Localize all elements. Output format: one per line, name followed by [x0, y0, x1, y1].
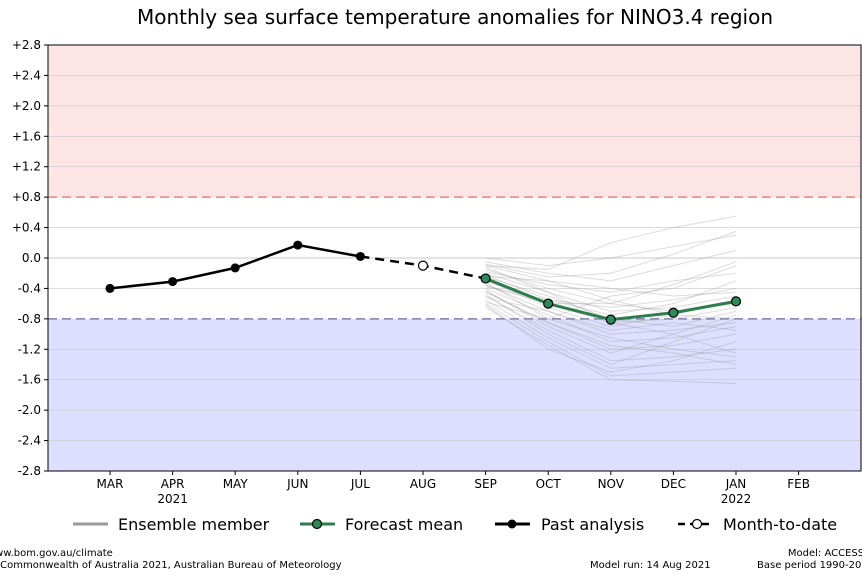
ensemble-member-line [485, 284, 737, 335]
ensemble-member-line [485, 265, 737, 320]
y-tick-label: -2.0 [18, 403, 41, 417]
series-lines [109, 243, 737, 322]
ensemble-member-line [485, 215, 737, 270]
gridlines [48, 44, 861, 472]
ensemble-member-line [485, 265, 737, 320]
ensemble-member-line [485, 261, 737, 305]
ensemble-member-line [485, 275, 737, 297]
past-analysis-point [355, 251, 365, 261]
legend-mtd-marker [691, 518, 703, 530]
ensemble-member-line [485, 297, 737, 331]
x-tick-label: FEB [787, 477, 810, 491]
ensemble-member-line [485, 281, 737, 358]
y-tick-label: +2.0 [12, 99, 41, 113]
x-tick-label: JUL [350, 477, 370, 491]
ensemble-member-line [485, 234, 737, 267]
x-tick-label: APR [161, 477, 185, 491]
ensemble-member-line [485, 299, 737, 369]
x-tick-label: MAY [223, 477, 249, 491]
legend-forecast-label: Forecast mean [345, 515, 463, 534]
ensemble-member-line [485, 289, 737, 354]
legend: Ensemble member Forecast mean Past analy… [73, 515, 837, 534]
ensemble-member-line [485, 274, 737, 308]
ensemble-member-line [485, 304, 737, 373]
y-tick-label: +0.4 [12, 221, 41, 235]
legend-past-marker [507, 519, 517, 529]
past-analysis-point [105, 283, 115, 293]
footer-url: www.bom.gov.au/climate [0, 548, 113, 559]
ensemble-member-line [485, 249, 737, 282]
x-year-label: 2022 [721, 492, 752, 506]
legend-forecast-marker [311, 518, 323, 530]
legend-past-label: Past analysis [541, 515, 644, 534]
y-tick-label: +2.8 [12, 38, 41, 52]
ensemble-member-line [485, 303, 737, 377]
x-tick-label: SEP [474, 477, 496, 491]
x-tick-label: MAR [97, 477, 124, 491]
past-analysis-point [168, 277, 178, 287]
series-markers [105, 240, 742, 325]
y-tick-label: -1.6 [18, 373, 41, 387]
y-tick-label: -0.8 [18, 312, 41, 326]
y-tick-label: -0.4 [18, 281, 41, 295]
footer-left: www.bom.gov.au/climate © Commonwealth of… [0, 548, 342, 572]
x-tick-label: JAN [725, 477, 747, 491]
y-tick-label: +0.8 [12, 190, 41, 204]
ensemble-member-line [485, 295, 737, 362]
ensemble-member-line [485, 291, 737, 350]
x-axis-ticks: MAR APR MAY JUN JUL AUG SEP OCT NOV DEC JAN FEB 2021… [97, 471, 810, 506]
forecast-mean-point [730, 296, 742, 307]
forecast-mean-point [480, 273, 491, 284]
x-tick-label: NOV [598, 477, 625, 491]
ensemble-member-line [485, 291, 737, 365]
forecast-mean-point [605, 314, 616, 325]
footer-copyright: © Commonwealth of Australia 2021, Austra… [0, 560, 342, 571]
ensemble-member-line [485, 307, 737, 385]
legend-mtd-label: Month-to-date [723, 515, 837, 534]
ensemble-member-line [485, 287, 737, 343]
footer-model-run: Model run: 14 Aug 2021 [590, 560, 711, 571]
ensemble-member-line [485, 271, 737, 293]
y-tick-label: -1.2 [18, 342, 41, 356]
forecast-mean-point [543, 298, 554, 309]
x-tick-label: JUN [286, 477, 308, 491]
la-nina-band [48, 318, 861, 471]
ensemble-member-line [485, 230, 737, 278]
x-tick-label: OCT [536, 477, 562, 491]
ensemble-member-line [485, 272, 737, 312]
footer-model: Model: ACCESS-S [787, 548, 862, 559]
x-year-label: 2021 [157, 492, 188, 506]
el-nino-band [48, 45, 861, 198]
y-tick-label: -2.8 [18, 464, 41, 478]
legend-ensemble-label: Ensemble member [118, 515, 270, 534]
month-to-date-point [417, 260, 429, 271]
y-tick-label: +1.2 [12, 160, 41, 174]
footer-right: Model: ACCESS-S Base period 1990-2012 [757, 548, 862, 572]
y-tick-label: +2.4 [12, 68, 41, 82]
x-tick-label: DEC [661, 477, 686, 491]
chart-title: Monthly sea surface temperature anomalie… [137, 5, 773, 29]
ensemble-member-line [485, 294, 737, 366]
y-tick-label: -2.4 [18, 434, 41, 448]
past-analysis-point [293, 240, 303, 250]
y-axis-ticks: +2.8 +2.4 +2.0 +1.6 +1.2 +0.8 +0.4 0.0 -0.4 -0.8 -… [12, 38, 48, 478]
past-analysis-point [230, 263, 240, 273]
forecast-mean-point [668, 307, 679, 318]
threshold-bands [48, 45, 861, 471]
x-tick-label: AUG [410, 477, 436, 491]
y-tick-label: 0.0 [22, 251, 41, 265]
footer-base-period: Base period 1990-2012 [757, 560, 862, 571]
y-tick-label: +1.6 [12, 129, 41, 143]
